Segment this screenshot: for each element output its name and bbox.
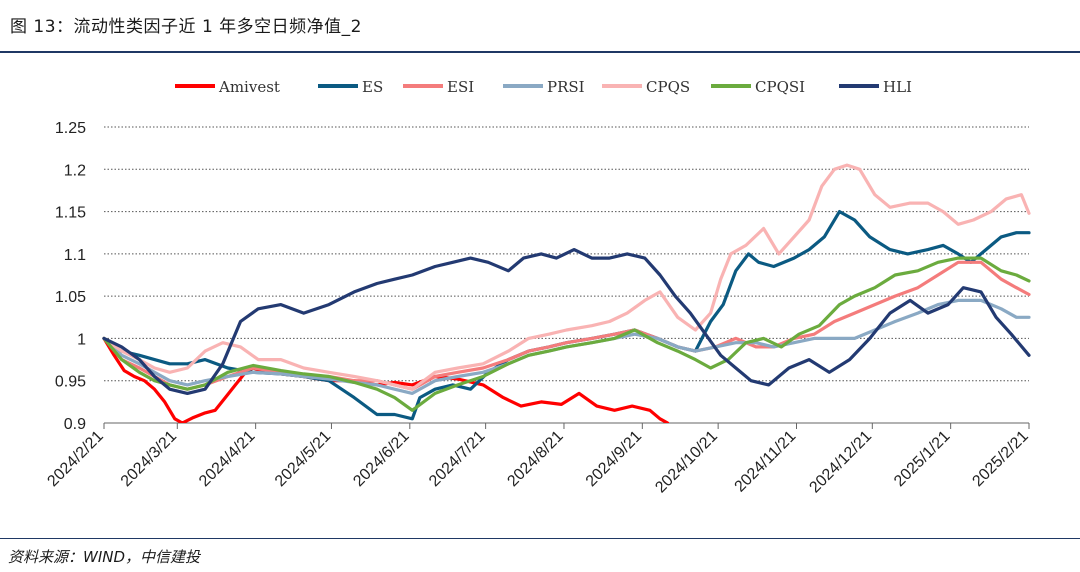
series-line-hli xyxy=(102,248,1031,395)
x-tick-label: 2025/2/21 xyxy=(969,428,1031,490)
line-chart: Amivest ES ESI PRSI CPQS CPQSI HLI 0.9 0.95 1 1.0… xyxy=(44,78,1032,497)
x-axis: 2024/2/21 2024/3/21 2024/4/21 2024/5/21 2024… xyxy=(44,422,1032,497)
series-line-esi xyxy=(102,260,1031,391)
legend-label-hli: HLI xyxy=(883,78,912,96)
y-tick-label: 1.1 xyxy=(64,247,86,264)
source-note: 资料来源：WIND，中信建投 xyxy=(8,548,201,566)
series-lines xyxy=(102,163,1031,423)
y-tick-label: 0.9 xyxy=(64,416,86,433)
series-line-cpqs xyxy=(102,163,1031,391)
y-tick-label: 1.15 xyxy=(55,205,86,222)
legend-label-es: ES xyxy=(362,78,383,96)
x-tick-label: 2024/2/21 xyxy=(44,428,106,490)
x-tick-label: 2024/11/21 xyxy=(732,428,800,496)
x-tick-label: 2024/8/21 xyxy=(504,428,566,490)
legend-label-esi: ESI xyxy=(447,78,474,96)
gridlines xyxy=(104,126,1029,424)
y-tick-label: 1.2 xyxy=(64,162,86,179)
x-tick-label: 2024/7/21 xyxy=(426,428,488,490)
x-tick-label: 2024/9/21 xyxy=(583,428,645,490)
bottom-rule xyxy=(0,538,1080,539)
legend-label-prsi: PRSI xyxy=(547,78,585,96)
y-axis: 0.9 0.95 1 1.05 1.1 1.15 1.2 1.25 xyxy=(55,120,86,433)
x-tick-label: 2024/4/21 xyxy=(196,428,258,490)
figure-title: 图 13：流动性类因子近 1 年多空日频净值_2 xyxy=(10,17,362,37)
y-tick-label: 1 xyxy=(77,331,86,348)
legend-label-cpqsi: CPQSI xyxy=(755,78,805,96)
y-tick-label: 0.95 xyxy=(55,374,86,391)
x-tick-label: 2024/3/21 xyxy=(118,428,180,490)
x-tick-label: 2024/10/21 xyxy=(652,428,721,497)
x-tick-label: 2024/6/21 xyxy=(350,428,412,490)
legend-label-amivest: Amivest xyxy=(218,78,280,96)
legend-label-cpqs: CPQS xyxy=(646,78,690,96)
x-tick-label: 2025/1/21 xyxy=(891,428,953,490)
x-tick-label: 2024/12/21 xyxy=(806,428,875,497)
top-rule xyxy=(0,51,1080,53)
chart-legend: Amivest ES ESI PRSI CPQS CPQSI HLI xyxy=(175,78,912,96)
series-line-cpqsi xyxy=(102,256,1031,412)
y-tick-label: 1.25 xyxy=(55,120,86,137)
x-tick-label: 2024/5/21 xyxy=(272,428,334,490)
y-tick-label: 1.05 xyxy=(55,289,86,306)
